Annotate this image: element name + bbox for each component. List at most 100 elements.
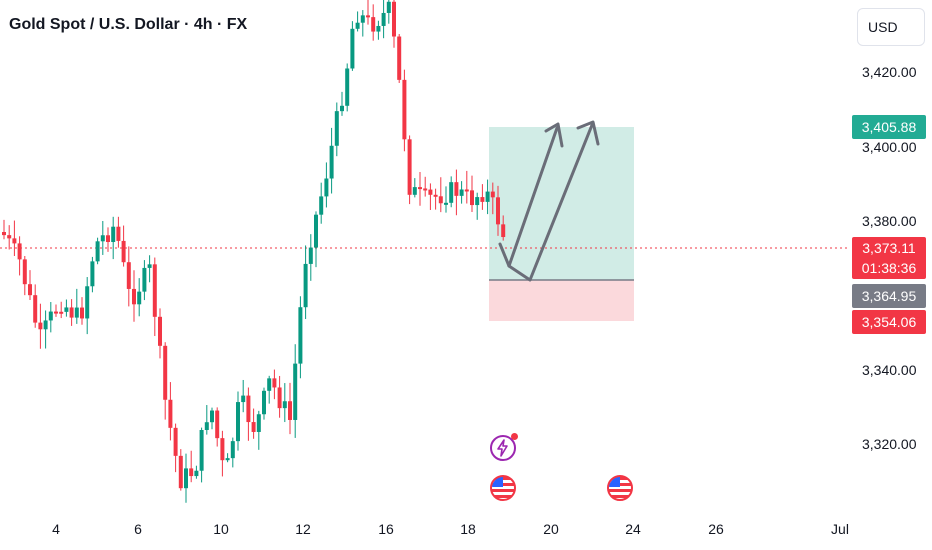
candle-body xyxy=(215,410,220,439)
candle-body xyxy=(184,468,188,489)
flag-canton xyxy=(492,477,503,487)
candle-body xyxy=(324,178,329,197)
candle-body xyxy=(438,196,443,204)
candle-body xyxy=(288,401,292,420)
candle-body xyxy=(142,267,147,292)
candle-body xyxy=(272,378,277,388)
candle-body xyxy=(298,307,303,364)
candle-body xyxy=(189,468,194,477)
flag-canton xyxy=(609,477,620,487)
candle-body xyxy=(480,197,485,202)
candle-body xyxy=(194,470,199,477)
candle-body xyxy=(210,410,214,423)
candle-body xyxy=(459,189,464,196)
candle-body xyxy=(126,262,131,289)
notification-dot xyxy=(511,433,518,440)
candle-body xyxy=(267,378,272,391)
candle-body xyxy=(501,224,506,238)
stop-price-tag: 3,354.06 xyxy=(852,310,926,334)
time-tick: 18 xyxy=(460,521,476,537)
last-price-tag: 3,373.11 01:38:36 xyxy=(852,237,926,279)
lightning-icon[interactable] xyxy=(490,433,518,461)
candle-body xyxy=(22,259,27,285)
last-price-value: 3,373.11 xyxy=(862,240,916,256)
price-axis[interactable]: 3,420.00 3,400.00 3,380.00 3,340.00 3,32… xyxy=(850,0,932,550)
candle-body xyxy=(158,316,162,346)
candle-body xyxy=(282,401,287,409)
loss-zone[interactable] xyxy=(489,280,634,321)
candle-body xyxy=(449,182,454,203)
candle-body xyxy=(366,15,370,18)
candlestick-chart[interactable] xyxy=(0,0,850,520)
candle-body xyxy=(230,441,235,459)
candle-body xyxy=(199,429,204,471)
candle-body xyxy=(386,1,391,13)
candle-body xyxy=(100,235,105,242)
candle-body xyxy=(470,190,474,206)
candle-body xyxy=(329,145,334,179)
candles xyxy=(2,0,506,503)
candle-body xyxy=(111,226,116,243)
projection-arrowhead-1 xyxy=(544,122,564,148)
projection-path[interactable] xyxy=(498,120,600,282)
candle-body xyxy=(236,402,240,442)
candle-body xyxy=(28,284,32,296)
bar-countdown: 01:38:36 xyxy=(861,260,917,276)
price-tick: 3,380.00 xyxy=(862,213,917,229)
candle-body xyxy=(490,191,495,198)
candle-body xyxy=(59,311,64,314)
time-tick: 10 xyxy=(213,521,229,537)
us-flag-icon[interactable] xyxy=(607,475,633,501)
price-tick: 3,400.00 xyxy=(862,139,917,155)
time-tick: 26 xyxy=(708,521,724,537)
time-tick: 24 xyxy=(625,521,641,537)
candle-body xyxy=(345,68,350,106)
candle-body xyxy=(277,387,282,409)
candle-body xyxy=(392,1,396,37)
candle-body xyxy=(74,307,79,318)
candle-body xyxy=(85,286,90,319)
candle-body xyxy=(418,187,422,190)
candle-body xyxy=(17,243,22,260)
candle-body xyxy=(360,15,365,23)
candle-body xyxy=(173,427,178,456)
candle-body xyxy=(340,105,344,112)
candle-body xyxy=(256,414,261,432)
candle-body xyxy=(241,395,246,403)
candle-body xyxy=(308,247,313,264)
candle-body xyxy=(496,197,500,225)
candle-body xyxy=(43,320,48,330)
candle-body xyxy=(407,139,412,195)
candle-body xyxy=(303,263,308,308)
time-tick: Jul xyxy=(831,521,849,537)
candle-body xyxy=(334,111,339,146)
candle-body xyxy=(355,22,360,29)
candle-body xyxy=(381,12,386,26)
candle-body xyxy=(204,422,209,430)
candle-body xyxy=(95,241,100,262)
candle-body xyxy=(293,363,298,420)
candle-body xyxy=(7,235,12,239)
candle-body xyxy=(251,422,256,432)
candle-body xyxy=(376,25,381,32)
candle-body xyxy=(262,390,266,415)
candle-body xyxy=(220,438,225,461)
chart-area[interactable]: Gold Spot / U.S. Dollar · 4h · FX xyxy=(0,0,850,520)
us-flag-icon[interactable] xyxy=(490,475,516,501)
currency-button[interactable]: USD xyxy=(857,8,925,46)
time-tick: 12 xyxy=(295,521,311,537)
entry-price-tag: 3,364.95 xyxy=(852,284,926,308)
candle-body xyxy=(90,261,95,287)
candle-body xyxy=(402,79,407,140)
candle-body xyxy=(69,307,74,318)
candle-body xyxy=(116,226,121,241)
candle-body xyxy=(168,399,173,428)
candle-body xyxy=(397,36,402,80)
candle-body xyxy=(350,28,355,69)
time-axis[interactable]: 4 6 10 12 16 18 20 24 26 Jul xyxy=(0,515,850,550)
candle-body xyxy=(412,187,417,195)
price-tick: 3,420.00 xyxy=(862,64,917,80)
candle-body xyxy=(137,291,142,305)
symbol-title[interactable]: Gold Spot / U.S. Dollar · 4h · FX xyxy=(9,16,248,33)
candle-body xyxy=(12,238,17,244)
